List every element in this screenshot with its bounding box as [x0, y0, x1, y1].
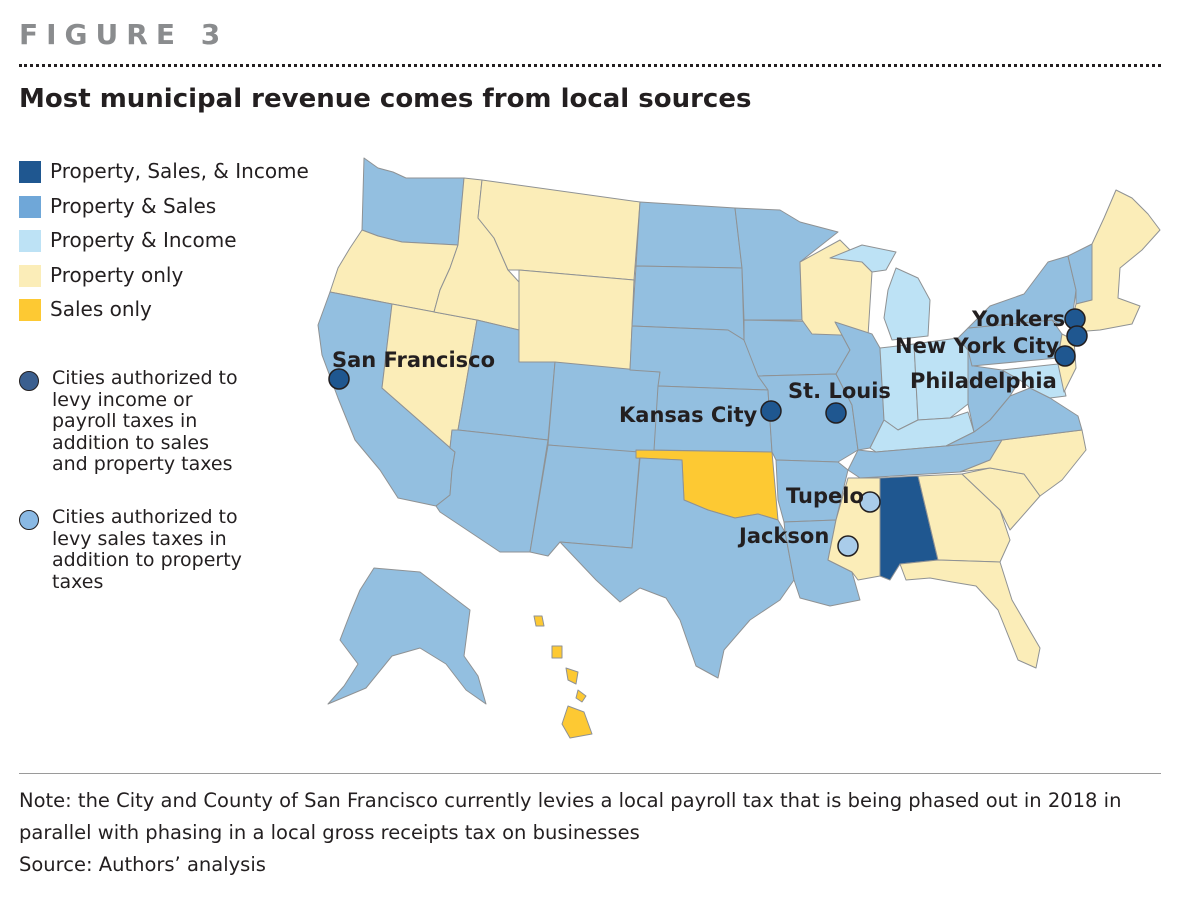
city-marker-icon [837, 535, 859, 557]
states-layer [317, 157, 1161, 739]
state-florida [899, 559, 1041, 669]
key-line: taxes [52, 570, 104, 593]
legend-label: Sales only [50, 297, 152, 321]
legend: Property, Sales, & Income Property & Sal… [19, 157, 319, 330]
figure-title: Most municipal revenue comes from local … [19, 84, 752, 114]
legend-label: Property & Sales [50, 193, 217, 218]
city-key-sales-text: Cities authorized to levy sales taxes in… [52, 506, 242, 593]
city-san-francisco[interactable]: San Francisco [328, 348, 495, 390]
legend-swatch [19, 230, 41, 252]
bottom-divider [19, 773, 1161, 774]
note-line: Note: the City and County of San Francis… [19, 789, 1122, 812]
source-line: Source: Authors’ analysis [19, 853, 266, 876]
note-line: parallel with phasing in a local gross r… [19, 821, 640, 844]
city-marker-icon [328, 368, 350, 390]
legend-label: Property & Income [50, 228, 237, 252]
legend-item-property-sales-income: Property, Sales, & Income [19, 157, 319, 192]
state-arizona [435, 429, 549, 553]
state-new-mexico [529, 444, 641, 557]
city-marker-dark-icon [19, 371, 39, 391]
dotted-divider [19, 64, 1161, 67]
city-marker-icon [760, 400, 782, 422]
city-label: Kansas City [619, 403, 758, 427]
city-marker-light-icon [19, 510, 39, 530]
city-label: New York City [895, 334, 1060, 358]
city-marker-icon [1066, 325, 1088, 347]
city-label: Jackson [737, 524, 829, 548]
city-label: St. Louis [788, 379, 891, 403]
state-illinois [834, 321, 885, 451]
city-marker-icon [825, 402, 847, 424]
figure-label: FIGURE 3 [19, 18, 229, 51]
city-label: San Francisco [332, 348, 495, 372]
cities-layer: San Francisco Kansas City St. Louis Yonk… [328, 307, 1088, 557]
city-st-louis[interactable]: St. Louis [788, 379, 891, 424]
key-line: Cities authorized to [52, 506, 238, 528]
state-wyoming [518, 269, 635, 373]
legend-item-property-sales: Property & Sales [19, 192, 319, 227]
state-washington [361, 157, 465, 246]
city-yonkers[interactable]: Yonkers [971, 307, 1086, 331]
legend-label: Property, Sales, & Income [50, 159, 309, 183]
key-line: levy income or [52, 388, 193, 411]
city-marker-icon [1054, 345, 1076, 367]
legend-swatch [19, 195, 41, 218]
legend-swatch [19, 299, 41, 321]
state-alaska [327, 567, 487, 705]
key-line: levy sales taxes in [52, 527, 227, 550]
legend-item-sales-only: Sales only [19, 295, 319, 330]
legend-swatch [19, 161, 41, 183]
city-label: Yonkers [971, 307, 1065, 331]
key-line: addition to sales [52, 431, 210, 454]
legend-item-property-income: Property & Income [19, 226, 319, 261]
city-marker-icon [859, 491, 881, 513]
state-michigan [829, 244, 931, 341]
key-line: Cities authorized to [52, 367, 238, 389]
figure-note: Note: the City and County of San Francis… [19, 785, 1169, 881]
city-jackson[interactable]: Jackson [737, 524, 859, 557]
city-kansas-city[interactable]: Kansas City [619, 400, 782, 427]
legend-item-property-only: Property only [19, 261, 319, 296]
state-hawaii [533, 615, 593, 739]
state-north-dakota [635, 201, 743, 269]
state-wisconsin [799, 239, 873, 337]
city-tupelo[interactable]: Tupelo [786, 484, 881, 513]
city-label: Tupelo [786, 484, 864, 508]
legend-label: Property only [50, 262, 184, 287]
city-philadelphia[interactable]: Philadelphia [910, 345, 1076, 393]
key-line: and property taxes [52, 453, 233, 475]
state-texas [559, 457, 795, 679]
key-line: addition to property [52, 549, 242, 571]
city-new-york-city[interactable]: New York City [895, 325, 1088, 358]
legend-swatch [19, 264, 41, 287]
city-label: Philadelphia [910, 369, 1057, 393]
key-line: payroll taxes in [52, 410, 198, 432]
city-key-income-text: Cities authorized to levy income or payr… [52, 367, 238, 476]
